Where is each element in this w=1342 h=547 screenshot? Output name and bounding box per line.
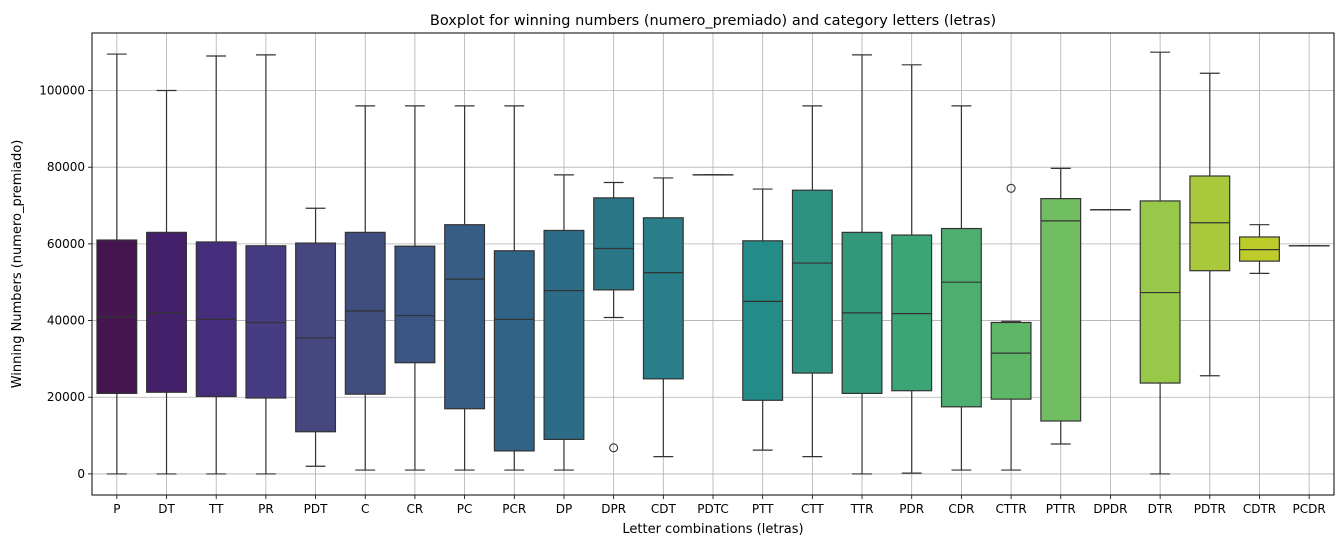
box-PCR xyxy=(493,105,535,471)
x-tick-label: PCDR xyxy=(1293,502,1326,516)
box-CDT xyxy=(642,177,684,458)
y-tick-label: 60000 xyxy=(47,237,85,251)
iqr-box xyxy=(1040,198,1082,422)
box-CR xyxy=(394,105,436,471)
iqr-box xyxy=(344,231,386,395)
y-axis-label: Winning Numbers (numero_premiado) xyxy=(10,140,25,389)
box-DT xyxy=(146,89,187,475)
box-PTT xyxy=(742,188,784,451)
x-tick-label: PC xyxy=(457,502,473,516)
x-tick-label: DT xyxy=(158,502,175,516)
box-CDR xyxy=(940,105,982,471)
iqr-box xyxy=(642,217,684,380)
x-tick-label: CR xyxy=(407,502,424,516)
iqr-box xyxy=(791,189,833,374)
box-TTR xyxy=(841,54,883,475)
x-tick-label: PR xyxy=(258,502,274,516)
x-tick-label: C xyxy=(361,502,369,516)
x-tick-label: DPDR xyxy=(1093,502,1127,516)
y-axis-ticks: 0 20000 40000 60000 80000 100000 xyxy=(39,84,92,481)
box-TT xyxy=(195,55,237,475)
x-tick-label: PDT xyxy=(304,502,328,516)
x-tick-label: PCR xyxy=(502,502,526,516)
box-CTT xyxy=(791,105,833,458)
x-tick-label: DPR xyxy=(601,502,626,516)
iqr-box xyxy=(990,321,1032,400)
x-tick-label: CDT xyxy=(651,502,677,516)
box-DPR xyxy=(593,181,635,453)
box-PDT xyxy=(295,207,337,467)
box-P xyxy=(96,53,138,475)
box-CDTR xyxy=(1239,224,1280,274)
box-PC xyxy=(444,105,486,471)
x-tick-label: CDTR xyxy=(1243,502,1276,516)
x-tick-label: TT xyxy=(208,502,224,516)
x-tick-label: PDR xyxy=(899,502,924,516)
iqr-box xyxy=(444,224,486,410)
x-tick-label: P xyxy=(113,502,120,516)
box-PDTR xyxy=(1189,72,1231,377)
y-tick-label: 40000 xyxy=(47,314,85,328)
x-tick-label: PTTR xyxy=(1046,502,1076,516)
outlier-point xyxy=(609,443,619,453)
boxes-layer xyxy=(96,51,1330,475)
x-axis-label: Letter combinations (letras) xyxy=(622,522,803,537)
iqr-box xyxy=(543,229,585,441)
x-axis-ticks: P DT TT PR PDT C CR PC PCR DP DPR CDT PDTC PTT CTT TTR P… xyxy=(113,495,1326,516)
box-PTTR xyxy=(1040,167,1082,445)
x-tick-label: PDTR xyxy=(1194,502,1226,516)
box-CTTR xyxy=(990,183,1032,471)
x-tick-label: PDTC xyxy=(697,502,728,516)
box-DTR xyxy=(1139,51,1181,475)
iqr-box xyxy=(742,240,784,401)
iqr-box xyxy=(394,245,436,364)
y-tick-label: 0 xyxy=(77,467,85,481)
plot-frame xyxy=(91,32,1335,496)
outlier-point xyxy=(1006,183,1016,193)
iqr-box xyxy=(940,227,982,408)
x-tick-label: DTR xyxy=(1148,502,1173,516)
box-PDR xyxy=(891,64,933,474)
x-tick-label: CTT xyxy=(801,502,824,516)
y-tick-label: 100000 xyxy=(39,84,85,98)
x-tick-label: PTT xyxy=(752,502,774,516)
y-tick-label: 20000 xyxy=(47,390,85,404)
box-C xyxy=(344,105,386,471)
iqr-box xyxy=(891,234,933,392)
box-PR xyxy=(245,54,287,475)
x-tick-label: CDR xyxy=(948,502,974,516)
x-tick-label: DP xyxy=(556,502,572,516)
box-DP xyxy=(543,174,585,471)
chart-title: Boxplot for winning numbers (numero_prem… xyxy=(430,13,996,29)
iqr-box xyxy=(593,197,635,291)
x-tick-label: CTTR xyxy=(995,502,1026,516)
y-tick-label: 80000 xyxy=(47,160,85,174)
iqr-box xyxy=(493,250,535,452)
x-tick-label: TTR xyxy=(850,502,874,516)
